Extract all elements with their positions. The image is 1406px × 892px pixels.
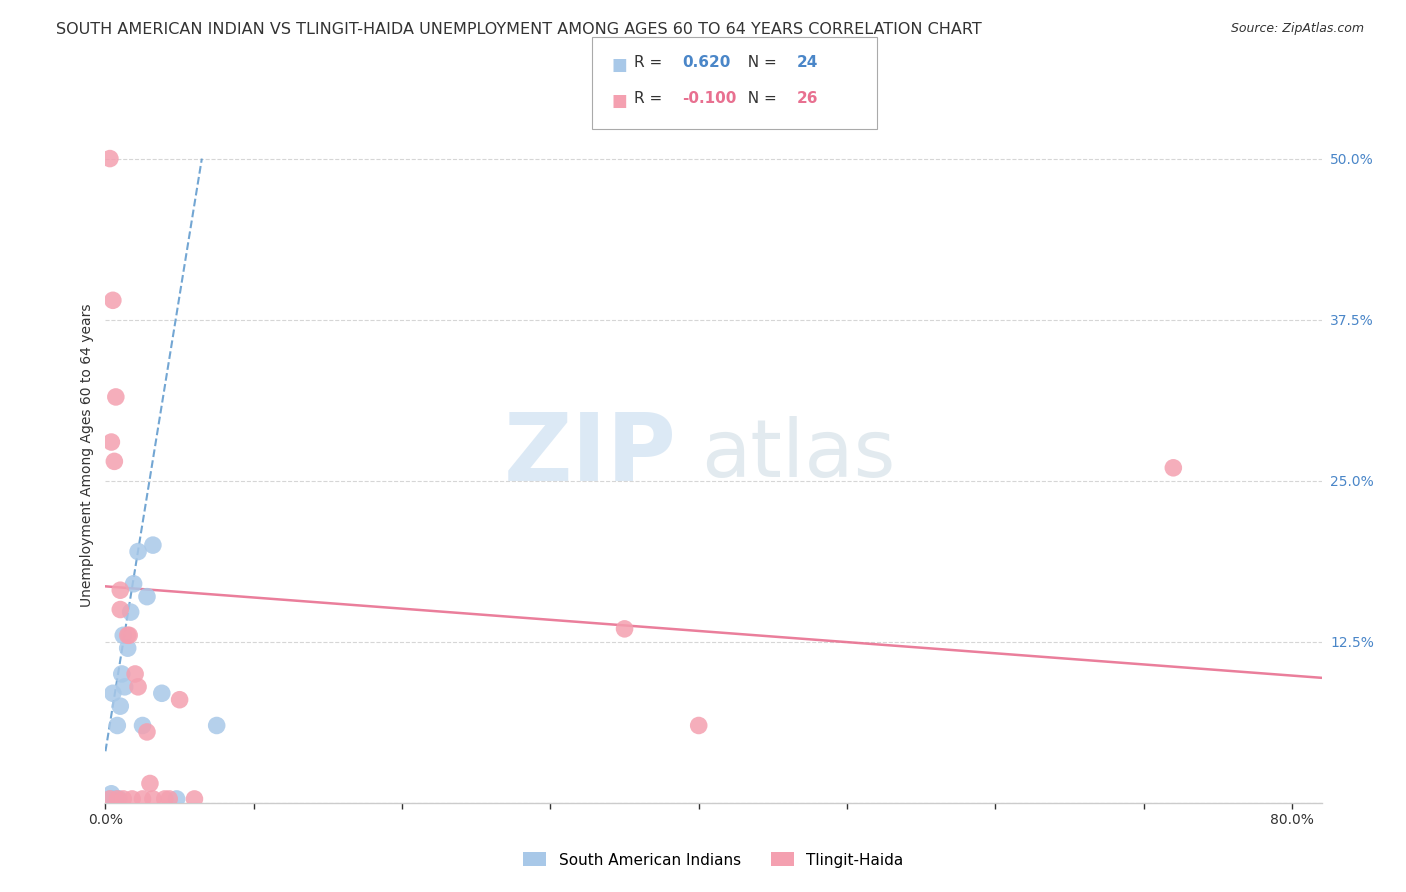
Text: 26: 26 — [797, 91, 818, 106]
Point — [100, 787, 122, 801]
Text: ■: ■ — [612, 56, 627, 74]
Text: N =: N = — [738, 91, 782, 106]
Text: ZIP: ZIP — [505, 409, 678, 501]
Point — [104, 792, 127, 806]
Point — [104, 390, 127, 404]
Text: Source: ZipAtlas.com: Source: ZipAtlas.com — [1230, 22, 1364, 36]
Point — [105, 792, 128, 806]
Point — [100, 435, 122, 450]
Point — [136, 725, 159, 739]
Point — [131, 792, 153, 806]
Text: R =: R = — [634, 91, 672, 106]
Text: 24: 24 — [797, 55, 818, 70]
Point — [1163, 460, 1185, 475]
Point — [114, 680, 136, 694]
Point — [136, 590, 159, 604]
Point — [105, 718, 128, 732]
Point — [111, 667, 134, 681]
Point — [112, 628, 135, 642]
Text: SOUTH AMERICAN INDIAN VS TLINGIT-HAIDA UNEMPLOYMENT AMONG AGES 60 TO 64 YEARS CO: SOUTH AMERICAN INDIAN VS TLINGIT-HAIDA U… — [56, 22, 981, 37]
Point — [166, 792, 188, 806]
Point — [110, 602, 132, 616]
Y-axis label: Unemployment Among Ages 60 to 64 years: Unemployment Among Ages 60 to 64 years — [80, 303, 94, 607]
Point — [101, 293, 124, 308]
Point — [98, 792, 121, 806]
Point — [124, 667, 146, 681]
Point — [103, 792, 125, 806]
Point — [150, 686, 173, 700]
Point — [98, 152, 121, 166]
Point — [101, 792, 124, 806]
Text: 0.620: 0.620 — [682, 55, 730, 70]
Point — [183, 792, 205, 806]
Point — [205, 718, 228, 732]
Point — [112, 792, 135, 806]
Text: N =: N = — [738, 55, 782, 70]
Point — [169, 692, 191, 706]
Text: atlas: atlas — [702, 416, 896, 494]
Text: R =: R = — [634, 55, 672, 70]
Point — [117, 641, 139, 656]
Point — [110, 699, 132, 714]
Point — [127, 544, 149, 558]
Point — [153, 792, 176, 806]
Point — [127, 680, 149, 694]
Point — [105, 792, 128, 806]
Point — [131, 718, 153, 732]
Point — [139, 776, 162, 790]
Point — [157, 792, 180, 806]
Text: ■: ■ — [612, 92, 627, 110]
Point — [688, 718, 710, 732]
Point — [107, 792, 129, 806]
Text: -0.100: -0.100 — [682, 91, 737, 106]
Point — [100, 792, 122, 806]
Point — [118, 628, 141, 642]
Point — [120, 605, 142, 619]
Point — [121, 792, 143, 806]
Point — [103, 454, 125, 468]
Point — [142, 538, 165, 552]
Point — [142, 792, 165, 806]
Point — [110, 583, 132, 598]
Point — [122, 576, 145, 591]
Legend: South American Indians, Tlingit-Haida: South American Indians, Tlingit-Haida — [516, 845, 911, 875]
Point — [101, 686, 124, 700]
Point — [613, 622, 636, 636]
Point — [98, 792, 121, 806]
Point — [117, 628, 139, 642]
